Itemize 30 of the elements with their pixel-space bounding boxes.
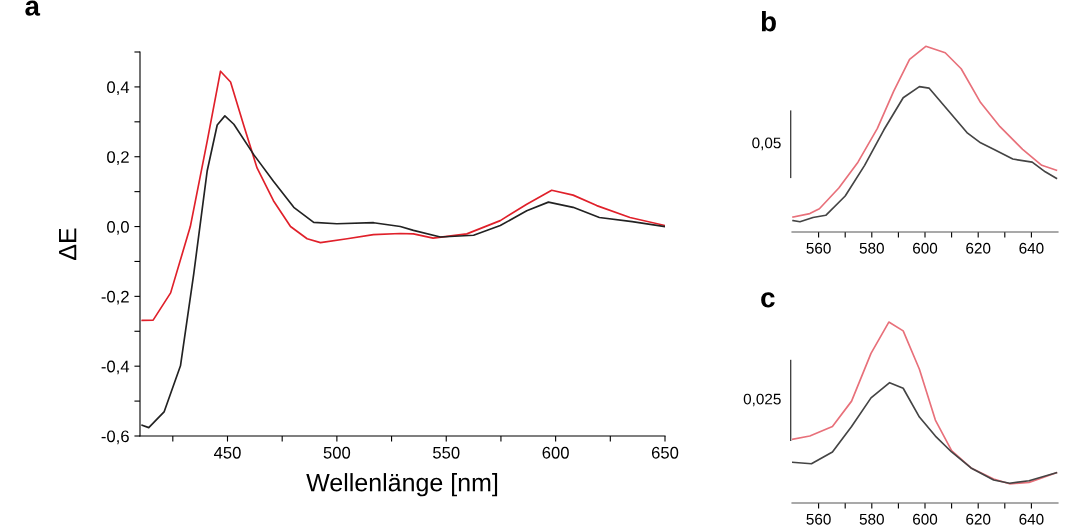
y-tick-label: 0,2 — [107, 151, 129, 165]
chart-title: a — [25, 0, 41, 16]
x-tick-label: 560 — [806, 513, 831, 525]
y-tick-label: -0,4 — [101, 360, 130, 375]
text: 0,025 — [743, 393, 781, 407]
line-series — [141, 70, 665, 322]
x-tick-label: 600 — [542, 446, 569, 459]
x-tick-label: 560 — [806, 242, 831, 254]
text: 0,05 — [752, 137, 781, 151]
x-tick-label: 600 — [913, 513, 938, 525]
x-tick-label: 650 — [651, 446, 679, 459]
x-tick-label: 640 — [1019, 242, 1044, 254]
y-tick-label: -0,2 — [101, 290, 129, 305]
x-tick-label: 620 — [966, 242, 991, 254]
y-axis-title: ΔE — [59, 228, 77, 260]
chart-title: b — [761, 11, 776, 32]
x-tick-label: 500 — [323, 446, 351, 459]
x-tick-label: 640 — [1019, 513, 1044, 525]
y-tick-label: 0,4 — [107, 81, 130, 96]
x-tick-label: 450 — [213, 446, 241, 459]
x-tick-label: 620 — [966, 513, 991, 525]
y-tick-label: 0,0 — [107, 220, 129, 235]
y-tick-label: -0,6 — [101, 430, 129, 445]
x-tick-label: 580 — [859, 513, 884, 525]
x-tick-label: 600 — [913, 242, 938, 254]
x-axis-title: Wellenlänge [nm] — [306, 473, 498, 497]
x-tick-label: 550 — [433, 446, 460, 459]
x-tick-label: 580 — [859, 242, 884, 254]
chart-title: c — [761, 292, 775, 308]
line-series — [141, 115, 665, 429]
